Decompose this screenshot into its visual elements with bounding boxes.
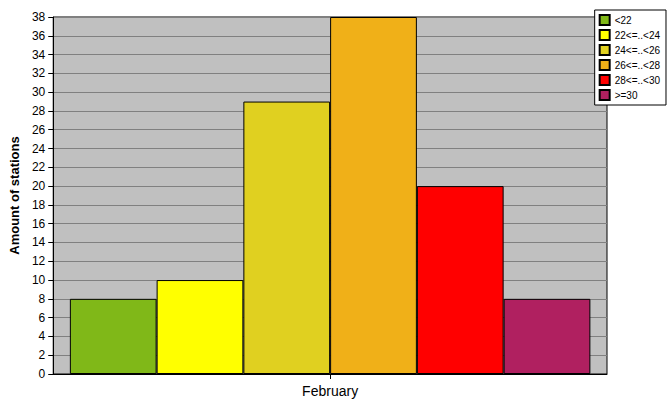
svg-text:38: 38	[32, 10, 46, 24]
svg-text:12: 12	[32, 254, 46, 268]
svg-text:28: 28	[32, 104, 46, 118]
svg-text:0: 0	[39, 367, 46, 381]
svg-text:10: 10	[32, 273, 46, 287]
svg-text:Amount of stations: Amount of stations	[7, 136, 22, 254]
svg-text:6: 6	[39, 311, 46, 325]
svg-text:2: 2	[39, 348, 46, 362]
svg-text:36: 36	[32, 29, 46, 43]
svg-text:26: 26	[32, 123, 46, 137]
svg-text:20: 20	[32, 179, 46, 193]
svg-text:30: 30	[32, 85, 46, 99]
svg-text:4: 4	[39, 329, 46, 343]
svg-text:February: February	[302, 383, 358, 399]
svg-text:34: 34	[32, 48, 46, 62]
svg-text:28<=..<30: 28<=..<30	[615, 75, 661, 86]
svg-text:26<=..<28: 26<=..<28	[615, 60, 661, 71]
svg-text:32: 32	[32, 66, 46, 80]
svg-text:24: 24	[32, 142, 46, 156]
svg-text:22: 22	[32, 160, 46, 174]
svg-text:>=30: >=30	[615, 90, 638, 101]
svg-text:18: 18	[32, 198, 46, 212]
svg-text:22<=..<24: 22<=..<24	[615, 30, 661, 41]
svg-text:<22: <22	[615, 15, 632, 26]
svg-text:16: 16	[32, 217, 46, 231]
svg-text:24<=..<26: 24<=..<26	[615, 45, 661, 56]
svg-text:14: 14	[32, 235, 46, 249]
svg-text:8: 8	[39, 292, 46, 306]
